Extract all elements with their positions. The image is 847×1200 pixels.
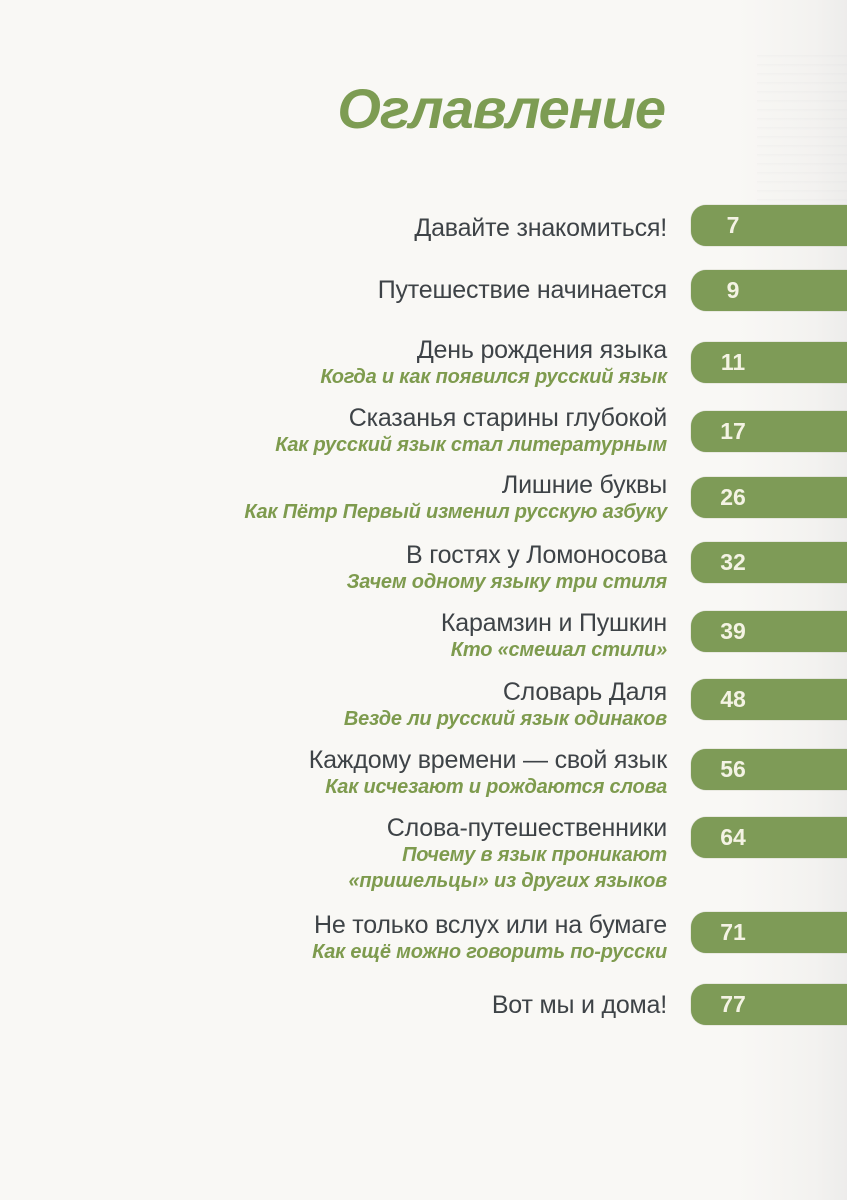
page-number: 71 <box>720 919 746 945</box>
toc-entry-text: Каждому времени — свой язык Как исчезают… <box>309 746 667 800</box>
toc-entry-text: Карамзин и Пушкин Кто «смешал стили» <box>441 609 667 663</box>
page-number-badge: 77 <box>691 984 847 1025</box>
chapter-title: Давайте знакомиться! <box>414 214 667 242</box>
toc-entry-text: Вот мы и дома! <box>492 991 667 1019</box>
chapter-title: Каждому времени — свой язык <box>308 746 667 774</box>
page-title: Оглавление <box>337 77 666 140</box>
chapter-title: Сказанья старины глубокой <box>348 404 667 432</box>
toc-entry-text: Лишние буквы Как Пётр Первый изменил рус… <box>244 471 667 525</box>
page-number-badge: 56 <box>691 749 847 790</box>
chapter-title: Словарь Даля <box>502 678 667 706</box>
page-number-badge: 71 <box>691 912 847 953</box>
toc-entry-text: Сказанья старины глубокой Как русский яз… <box>275 404 667 458</box>
chapter-subtitle: Как Пётр Первый изменил русскую азбуку <box>244 501 667 523</box>
page-number: 77 <box>720 991 746 1017</box>
chapter-title: В гостях у Ломоносова <box>406 541 667 569</box>
chapter-subtitle: Везде ли русский язык одинаков <box>343 708 667 730</box>
chapter-subtitle: Когда и как появился русский язык <box>320 366 667 388</box>
page-number: 56 <box>720 756 746 782</box>
chapter-title: Не только вслух или на бумаге <box>313 911 667 939</box>
chapter-subtitle: Почему в язык проникают <box>402 844 667 866</box>
page-number-badge: 9 <box>691 270 847 311</box>
toc-entry-text: Не только вслух или на бумаге Как ещё мо… <box>312 911 667 965</box>
page-number: 48 <box>720 686 746 712</box>
chapter-subtitle: Зачем одному языку три стиля <box>346 571 668 593</box>
chapter-title: День рождения языка <box>416 336 667 364</box>
chapter-title: Вот мы и дома! <box>491 991 667 1019</box>
page-number: 64 <box>720 824 746 850</box>
page-number-badge: 7 <box>691 205 847 246</box>
page-number-badge: 11 <box>691 342 847 383</box>
chapter-subtitle: Как русский язык стал литературным <box>275 434 667 456</box>
chapter-title: Карамзин и Пушкин <box>440 609 667 637</box>
toc-entry-text: Давайте знакомиться! <box>414 214 667 242</box>
toc-entry-text: Путешествие начинается <box>378 276 667 304</box>
page-number: 17 <box>720 418 746 444</box>
chapter-subtitle: Как исчезают и рождаются слова <box>325 776 667 798</box>
chapter-title: Лишние буквы <box>501 471 667 499</box>
page-number: 32 <box>720 549 746 575</box>
page-number-badge: 17 <box>691 411 847 452</box>
page-number-badge: 26 <box>691 477 847 518</box>
page-number-badge: 64 <box>691 817 847 858</box>
chapter-subtitle: Как ещё можно говорить по-русски <box>312 941 667 963</box>
toc-entry-text: Слова-путешественники Почему в язык прон… <box>348 814 667 894</box>
page-number: 11 <box>720 349 746 375</box>
chapter-subtitle: «пришельцы» из других языков <box>348 870 667 892</box>
page-number-badge: 48 <box>691 679 847 720</box>
toc-entry-text: В гостях у Ломоносова Зачем одному языку… <box>346 541 668 595</box>
page-number: 7 <box>726 212 740 238</box>
chapter-subtitle: Кто «смешал стили» <box>450 639 667 661</box>
page-number: 26 <box>720 484 746 510</box>
page-number-badge: 39 <box>691 611 847 652</box>
scan-streaks <box>757 55 847 215</box>
page-number-badge: 32 <box>691 542 847 583</box>
chapter-title: Слова-путешественники <box>386 814 667 842</box>
page-number: 9 <box>726 277 740 303</box>
page-number: 39 <box>720 618 746 644</box>
toc-entry-text: Словарь Даля Везде ли русский язык одина… <box>344 678 667 732</box>
toc-entry-text: День рождения языка Когда и как появился… <box>320 336 667 390</box>
chapter-title: Путешествие начинается <box>377 276 667 304</box>
